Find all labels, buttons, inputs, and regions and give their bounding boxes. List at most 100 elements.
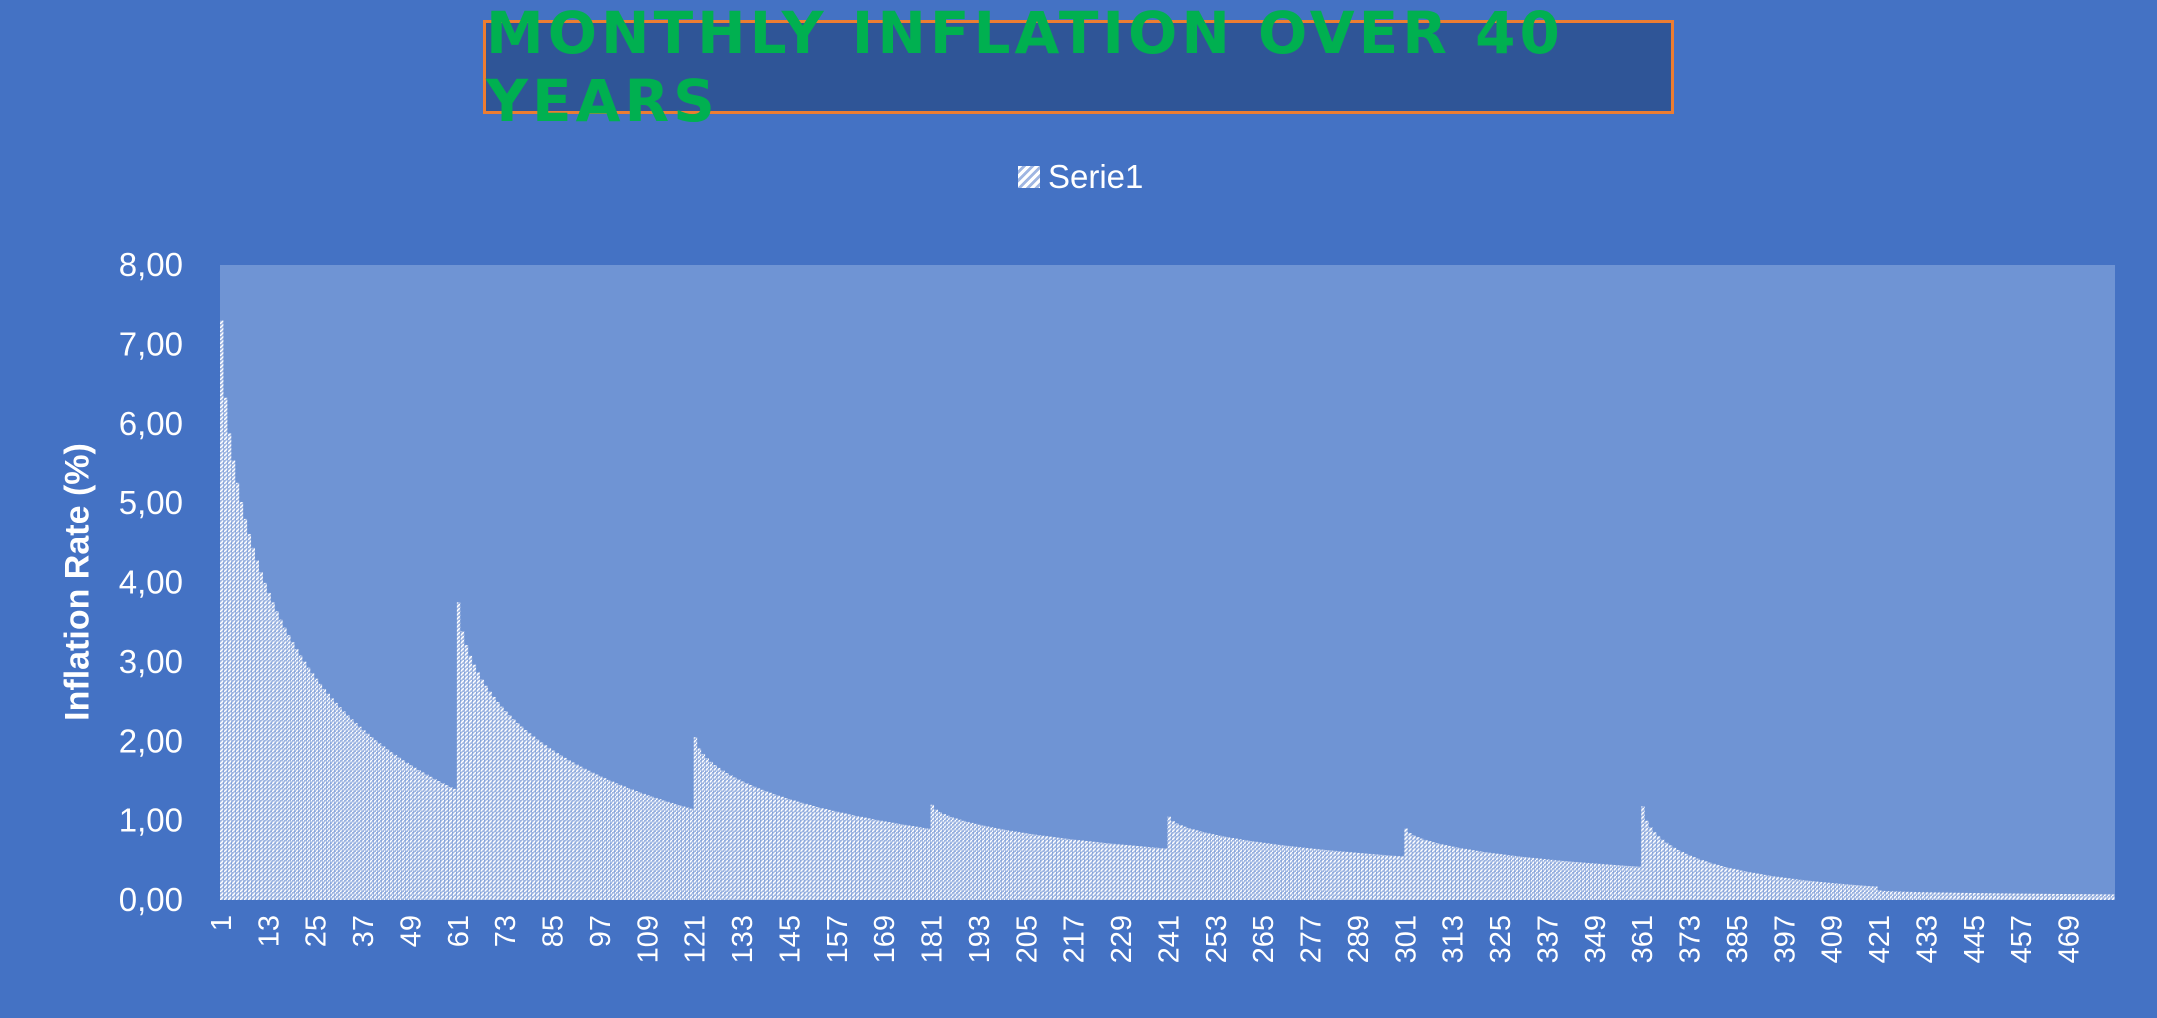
bar — [279, 619, 283, 900]
bar — [1392, 855, 1396, 900]
bar — [1546, 859, 1550, 900]
bar — [2091, 894, 2095, 900]
bar — [1609, 864, 1614, 900]
bar — [1747, 872, 1752, 900]
bar — [504, 711, 508, 900]
bar — [1376, 854, 1381, 900]
bar — [377, 743, 382, 900]
bar — [1684, 853, 1689, 900]
bar — [2039, 893, 2044, 900]
legend: Serie1 — [1018, 158, 1143, 196]
bar — [1400, 856, 1404, 900]
bar — [223, 397, 228, 900]
bar — [1076, 840, 1081, 900]
bar — [314, 678, 319, 900]
bar — [1530, 857, 1535, 900]
bar — [464, 645, 469, 900]
y-tick-label: 0,00 — [119, 881, 183, 918]
bar — [1660, 839, 1665, 900]
bar — [2095, 894, 2099, 900]
bar — [1803, 880, 1807, 900]
bar — [1396, 856, 1400, 900]
bar — [1432, 842, 1436, 900]
bar — [1822, 882, 1827, 900]
bar — [662, 800, 666, 900]
bar — [985, 826, 990, 900]
bar — [535, 739, 540, 900]
x-tick-label: 217 — [1059, 915, 1091, 963]
bar — [1554, 860, 1558, 900]
bar — [1905, 891, 1910, 900]
bar — [1128, 845, 1132, 900]
bar — [520, 726, 524, 900]
bar — [1641, 806, 1645, 900]
bar — [1064, 838, 1069, 900]
chart-title-box: MONTHLY INFLATION OVER 40 YEARS — [483, 0, 1674, 135]
bar — [1218, 835, 1223, 900]
bar — [1700, 860, 1704, 900]
x-tick-label: 133 — [727, 915, 759, 963]
bar — [247, 534, 252, 900]
y-axis-label: Inflation Rate (%) — [58, 443, 97, 721]
x-tick-label: 301 — [1390, 915, 1422, 963]
bar — [1357, 852, 1361, 900]
bar — [338, 707, 342, 900]
x-tick-label: 25 — [301, 915, 333, 947]
bar — [1321, 849, 1325, 900]
bar — [1317, 849, 1321, 900]
bar — [1206, 833, 1211, 900]
bar — [1037, 835, 1041, 900]
bar — [658, 799, 662, 900]
x-tick-label: 109 — [632, 915, 664, 963]
bar — [914, 826, 919, 900]
chart-title: MONTHLY INFLATION OVER 40 YEARS — [486, 0, 1564, 135]
bar — [2087, 894, 2091, 900]
bar — [1503, 854, 1507, 900]
bar — [1049, 836, 1053, 900]
bar — [1771, 876, 1775, 900]
bar — [366, 733, 370, 900]
bar — [1191, 829, 1195, 900]
bar — [1151, 847, 1156, 900]
x-tick-label: 85 — [538, 915, 570, 947]
bar — [1131, 845, 1136, 900]
bar — [1933, 892, 1937, 900]
bar — [1657, 836, 1661, 900]
bar — [1593, 863, 1598, 900]
bar — [642, 793, 646, 900]
bar — [1100, 842, 1104, 900]
bar — [1120, 844, 1124, 900]
bar — [863, 817, 867, 900]
x-tick-label: 49 — [395, 915, 427, 947]
bar — [587, 770, 591, 900]
bar — [350, 719, 354, 900]
bar — [1242, 839, 1246, 900]
y-tick-label: 8,00 — [119, 246, 183, 283]
bar — [1499, 854, 1503, 900]
bar — [373, 740, 378, 900]
bar — [1728, 867, 1732, 900]
x-tick-label: 313 — [1438, 915, 1470, 963]
bar — [531, 736, 536, 900]
bar — [571, 762, 575, 900]
bar — [322, 688, 327, 900]
bar — [259, 572, 263, 900]
bar — [1637, 866, 1641, 900]
bar — [630, 789, 634, 900]
bar — [816, 807, 820, 900]
bar — [1866, 885, 1870, 900]
bar — [741, 781, 745, 900]
bar — [1388, 855, 1392, 900]
bar — [1281, 845, 1286, 900]
x-tick-label: 241 — [1153, 915, 1185, 963]
bar — [2016, 893, 2020, 900]
bar — [1826, 882, 1831, 900]
bar — [1664, 842, 1669, 900]
bar — [1424, 839, 1428, 900]
bar — [1214, 835, 1219, 900]
bar — [1542, 859, 1546, 900]
bar — [1195, 830, 1199, 900]
bar — [705, 758, 709, 900]
bar — [563, 757, 567, 900]
bar — [579, 766, 583, 900]
